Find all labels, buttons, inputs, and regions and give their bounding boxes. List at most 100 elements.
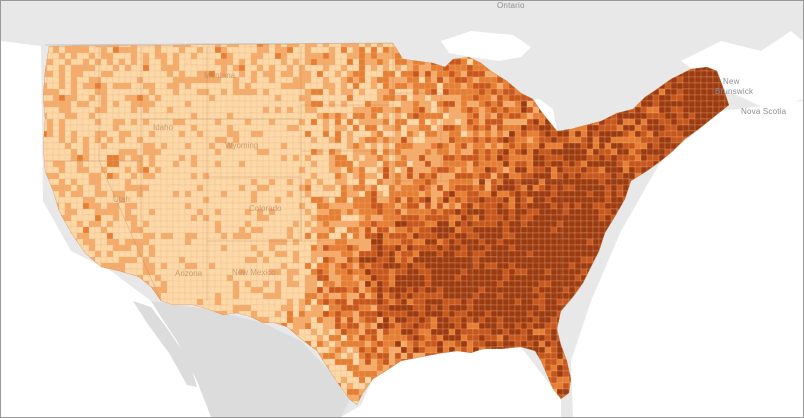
county-cell[interactable] [382,130,390,138]
county-cell[interactable] [292,88,300,96]
county-cell[interactable] [328,106,336,114]
county-cell[interactable] [502,286,510,294]
county-cell[interactable] [538,142,546,150]
county-cell[interactable] [232,88,240,96]
county-cell[interactable] [238,130,246,138]
county-cell[interactable] [592,208,600,216]
county-cell[interactable] [484,250,492,258]
county-cell[interactable] [304,52,312,60]
county-cell[interactable] [448,190,456,198]
county-cell[interactable] [214,196,222,204]
county-cell[interactable] [430,286,438,294]
county-cell[interactable] [106,262,114,270]
county-cell[interactable] [316,190,324,198]
county-cell[interactable] [184,226,192,234]
county-cell[interactable] [646,100,654,108]
county-cell[interactable] [532,172,540,180]
county-cell[interactable] [214,274,222,282]
county-cell[interactable] [172,100,180,108]
county-cell[interactable] [292,220,300,228]
county-cell[interactable] [514,166,522,174]
county-cell[interactable] [526,214,534,222]
county-cell[interactable] [256,190,264,198]
county-cell[interactable] [568,184,576,192]
county-cell[interactable] [106,256,114,264]
county-cell[interactable] [88,214,96,222]
county-cell[interactable] [442,226,450,234]
county-cell[interactable] [298,232,306,240]
county-cell[interactable] [202,196,210,204]
county-cell[interactable] [280,136,288,144]
county-cell[interactable] [244,154,252,162]
county-cell[interactable] [52,184,60,192]
county-cell[interactable] [442,160,450,168]
county-cell[interactable] [388,100,396,108]
county-cell[interactable] [82,196,90,204]
county-cell[interactable] [154,190,162,198]
county-cell[interactable] [382,202,390,210]
county-cell[interactable] [496,106,504,114]
county-cell[interactable] [310,220,318,228]
county-cell[interactable] [652,130,660,138]
county-cell[interactable] [256,298,264,306]
county-cell[interactable] [220,190,228,198]
county-cell[interactable] [382,58,390,66]
county-cell[interactable] [334,106,342,114]
county-cell[interactable] [160,82,168,90]
county-cell[interactable] [328,178,336,186]
county-cell[interactable] [472,106,480,114]
county-cell[interactable] [424,166,432,174]
county-cell[interactable] [52,154,60,162]
county-cell[interactable] [160,250,168,258]
county-cell[interactable] [322,178,330,186]
county-cell[interactable] [172,82,180,90]
county-cell[interactable] [496,202,504,210]
county-cell[interactable] [100,118,108,126]
county-cell[interactable] [298,100,306,108]
county-cell[interactable] [592,154,600,162]
county-cell[interactable] [484,274,492,282]
county-cell[interactable] [364,220,372,228]
county-cell[interactable] [208,82,216,90]
county-cell[interactable] [352,226,360,234]
county-cell[interactable] [526,238,534,246]
county-cell[interactable] [688,70,696,78]
county-cell[interactable] [442,88,450,96]
county-cell[interactable] [232,220,240,228]
county-cell[interactable] [628,124,636,132]
county-cell[interactable] [628,148,636,156]
county-cell[interactable] [106,46,114,54]
county-cell[interactable] [370,202,378,210]
county-cell[interactable] [298,124,306,132]
county-cell[interactable] [502,280,510,288]
county-cell[interactable] [484,118,492,126]
county-cell[interactable] [622,178,630,186]
county-cell[interactable] [70,148,78,156]
county-cell[interactable] [160,256,168,264]
county-cell[interactable] [304,82,312,90]
county-cell[interactable] [460,262,468,270]
county-cell[interactable] [262,238,270,246]
county-cell[interactable] [196,52,204,60]
county-cell[interactable] [370,112,378,120]
county-cell[interactable] [586,232,594,240]
county-cell[interactable] [106,118,114,126]
county-cell[interactable] [580,268,588,276]
county-cell[interactable] [238,172,246,180]
county-cell[interactable] [70,202,78,210]
county-cell[interactable] [514,202,522,210]
county-cell[interactable] [400,214,408,222]
county-cell[interactable] [88,166,96,174]
county-cell[interactable] [418,256,426,264]
county-cell[interactable] [514,184,522,192]
county-cell[interactable] [214,106,222,114]
county-cell[interactable] [472,148,480,156]
county-cell[interactable] [340,118,348,126]
county-cell[interactable] [172,238,180,246]
county-cell[interactable] [604,136,612,144]
county-cell[interactable] [532,286,540,294]
county-cell[interactable] [124,130,132,138]
county-cell[interactable] [208,238,216,246]
county-cell[interactable] [220,172,228,180]
county-cell[interactable] [304,70,312,78]
